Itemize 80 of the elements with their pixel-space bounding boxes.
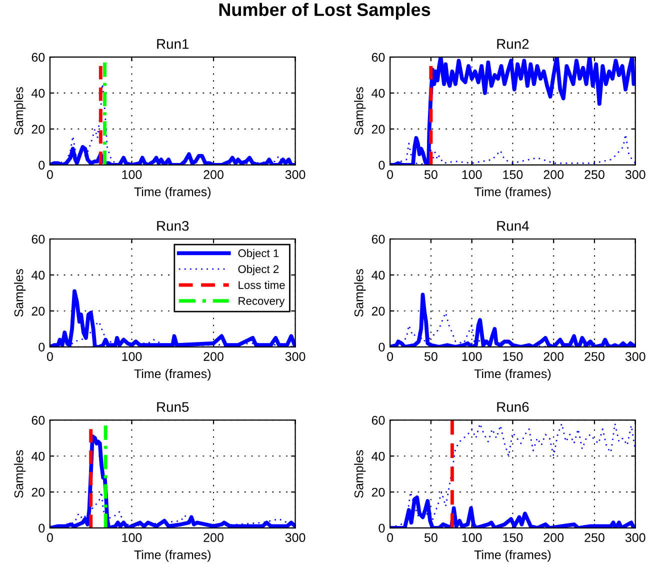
- x-tick-label: 250: [584, 170, 604, 180]
- y-axis-title: Samples: [354, 87, 366, 135]
- x-tick-label: 0: [46, 352, 53, 361]
- x-tick-label: 0: [387, 170, 394, 180]
- x-axis-title: Time (frames): [474, 550, 551, 562]
- chart-title: Run3: [157, 220, 189, 231]
- x-tick-label: 200: [544, 533, 564, 542]
- y-axis-title: Samples: [354, 450, 366, 498]
- y-tick-label: 20: [32, 124, 45, 134]
- y-tick-label: 60: [372, 416, 385, 425]
- y-tick-label: 20: [372, 124, 385, 134]
- x-tick-label: 150: [503, 533, 523, 542]
- x-tick-label: 200: [544, 170, 564, 180]
- legend-label: Object 2: [238, 264, 279, 276]
- x-tick-label: 250: [584, 352, 604, 361]
- y-tick-label: 40: [31, 270, 45, 280]
- x-axis-title: Time (frames): [134, 368, 211, 381]
- x-axis-title: Time (frames): [134, 187, 211, 199]
- y-tick-label: 0: [378, 160, 385, 170]
- y-tick-label: 60: [32, 234, 45, 244]
- y-tick-label: 20: [372, 488, 385, 497]
- y-tick-label: 40: [31, 452, 45, 461]
- x-tick-label: 0: [46, 533, 53, 542]
- y-axis-title: Samples: [14, 87, 26, 135]
- y-axis-title: Samples: [354, 269, 366, 317]
- x-tick-label: 250: [584, 533, 604, 542]
- y-axis-title: Samples: [14, 269, 26, 317]
- x-tick-label: 300: [625, 533, 646, 542]
- x-tick-label: 0: [46, 170, 53, 180]
- x-tick-label: 150: [503, 352, 523, 361]
- y-tick-label: 60: [372, 234, 385, 244]
- x-tick-label: 0: [387, 533, 394, 542]
- chart-title: Run4: [497, 221, 529, 231]
- y-tick-label: 0: [38, 342, 45, 352]
- y-tick-label: 40: [372, 452, 385, 461]
- x-tick-label: 50: [424, 170, 438, 180]
- legend-label: Object 1: [238, 248, 279, 260]
- x-tick-label: 50: [424, 352, 438, 361]
- y-tick-label: 40: [31, 88, 45, 98]
- x-tick-label: 100: [462, 170, 482, 180]
- y-tick-label: 20: [372, 306, 385, 316]
- x-tick-label: 200: [204, 170, 224, 180]
- x-axis-title: Time (frames): [134, 550, 211, 562]
- y-tick-label: 60: [32, 416, 45, 425]
- x-tick-label: 50: [424, 533, 438, 542]
- x-tick-label: 0: [387, 352, 394, 361]
- x-tick-label: 300: [625, 170, 646, 180]
- y-tick-label: 0: [378, 342, 385, 352]
- x-tick-label: 300: [285, 533, 306, 542]
- x-tick-label: 300: [285, 352, 306, 361]
- chart-title: Run6: [497, 402, 529, 412]
- x-axis-title: Time (frames): [474, 187, 551, 199]
- x-axis-title: Time (frames): [474, 368, 551, 381]
- y-tick-label: 0: [378, 524, 385, 533]
- x-tick-label: 200: [204, 352, 224, 361]
- legend-label: Recovery: [238, 297, 285, 308]
- chart-title: Run2: [497, 39, 529, 49]
- y-axis-title: Samples: [14, 450, 26, 498]
- x-tick-label: 100: [122, 352, 142, 361]
- x-tick-label: 150: [503, 170, 523, 180]
- x-tick-label: 200: [544, 352, 564, 361]
- y-tick-label: 40: [372, 270, 385, 280]
- y-tick-label: 20: [32, 488, 45, 497]
- text: Number of Lost Samples: [219, 2, 430, 20]
- x-tick-label: 300: [285, 170, 306, 180]
- x-tick-label: 100: [462, 352, 482, 361]
- y-tick-label: 40: [372, 88, 385, 98]
- x-tick-label: 200: [204, 533, 224, 542]
- y-tick-label: 60: [372, 52, 385, 62]
- x-tick-label: 100: [122, 170, 142, 180]
- x-tick-label: 100: [462, 533, 482, 542]
- chart-title: Run1: [157, 39, 189, 49]
- legend-label: Loss time: [238, 280, 285, 289]
- x-tick-label: 300: [625, 352, 646, 361]
- y-tick-label: 0: [38, 524, 45, 533]
- chart-title: Run5: [157, 402, 189, 412]
- y-tick-label: 0: [38, 160, 45, 170]
- y-tick-label: 20: [32, 306, 45, 316]
- y-tick-label: 60: [32, 52, 45, 62]
- x-tick-label: 100: [122, 533, 142, 542]
